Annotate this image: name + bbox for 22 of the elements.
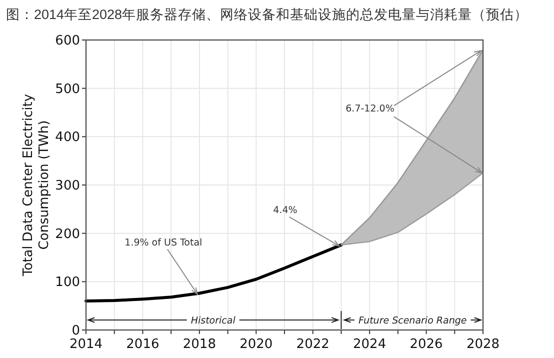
y-tick-label: 200 [55, 226, 80, 242]
y-tick-label: 600 [55, 34, 80, 48]
y-tick-label: 100 [55, 275, 80, 290]
x-tick-label: 2014 [69, 337, 103, 352]
annotation: Historical [190, 316, 236, 326]
x-tick-label: 2016 [126, 337, 160, 352]
x-tick-label: 2022 [296, 337, 330, 352]
x-tick-label: 2024 [353, 337, 386, 352]
annotation: 6.7-12.0% [346, 104, 394, 115]
x-tick-label: 2020 [240, 337, 273, 352]
chart-title: 图：2014年至2028年服务器存储、网络设备和基础设施的总发电量与消耗量（预估） [6, 7, 528, 22]
y-tick-label: 300 [55, 178, 80, 194]
y-tick-label: 400 [55, 130, 80, 146]
x-tick-label: 2028 [466, 337, 500, 352]
y-tick-label: 500 [55, 82, 80, 97]
y-axis-title: Total Data Center Electricity Consumption (TWh) [21, 94, 52, 278]
annotation: 1.9% of US Total [124, 237, 202, 248]
annotation: 4.4% [273, 204, 298, 216]
x-tick-label: 2026 [410, 337, 443, 352]
y-tick-label: 0 [72, 324, 80, 338]
annotation: Future Scenario Range [358, 316, 467, 326]
x-tick-label: 2018 [182, 337, 216, 352]
